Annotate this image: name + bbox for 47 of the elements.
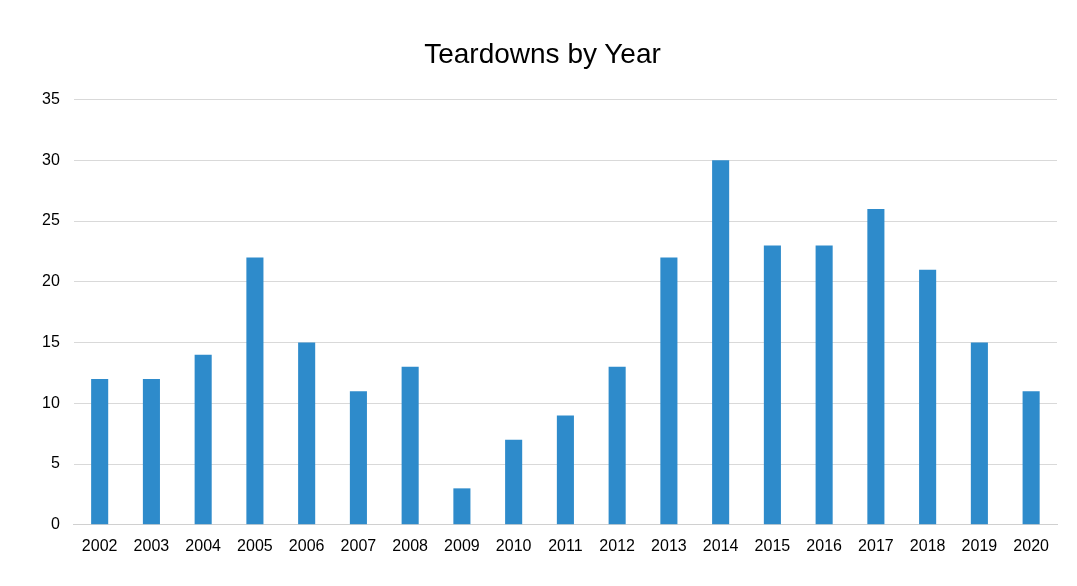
x-tick-label: 2012 [599,536,636,554]
x-tick-label: 2005 [237,536,273,554]
x-tick-label: 2016 [806,536,843,554]
bar [556,415,574,525]
x-tick-label: 2011 [548,536,583,554]
x-tick-label: 2009 [444,536,480,554]
x-tick-label: 2014 [702,536,739,554]
x-tick-label: 2008 [392,536,429,554]
x-tick-label: 2006 [288,536,325,554]
x-tick-label: 2015 [754,536,791,554]
bar [763,245,781,525]
bar [453,488,471,525]
y-tick-label: 20 [42,272,60,290]
bar [970,342,988,525]
x-tick-label: 2020 [1013,536,1050,554]
bar [246,257,264,525]
bar [867,208,885,525]
y-tick-label: 0 [50,515,60,533]
y-tick-label: 25 [42,211,60,229]
chart-title: Teardowns by Year [424,37,661,69]
bar [1022,391,1040,525]
bar [194,354,212,525]
bar [298,342,316,525]
x-tick-label: 2018 [909,536,946,554]
bar [660,257,678,525]
y-tick-label: 35 [42,90,60,108]
bar [142,379,160,525]
bar [815,245,833,525]
x-tick-label: 2019 [961,536,998,554]
bar [919,269,937,525]
bar [608,366,626,525]
y-tick-label: 10 [42,393,60,411]
x-tick-label: 2004 [185,536,222,554]
x-tick-label: 2002 [81,536,118,554]
y-tick-label: 15 [42,332,60,350]
bar [91,379,109,525]
x-tick-label: 2007 [340,536,377,554]
bar [401,366,419,525]
x-tick-label: 2003 [133,536,170,554]
x-tick-label: 2017 [858,536,894,554]
x-tick-label: 2013 [651,536,687,554]
x-tick-label: 2010 [495,536,532,554]
y-tick-label: 5 [50,454,60,472]
bar [349,391,367,525]
bar [712,160,730,525]
bar [505,439,523,525]
y-tick-label: 30 [42,150,60,168]
